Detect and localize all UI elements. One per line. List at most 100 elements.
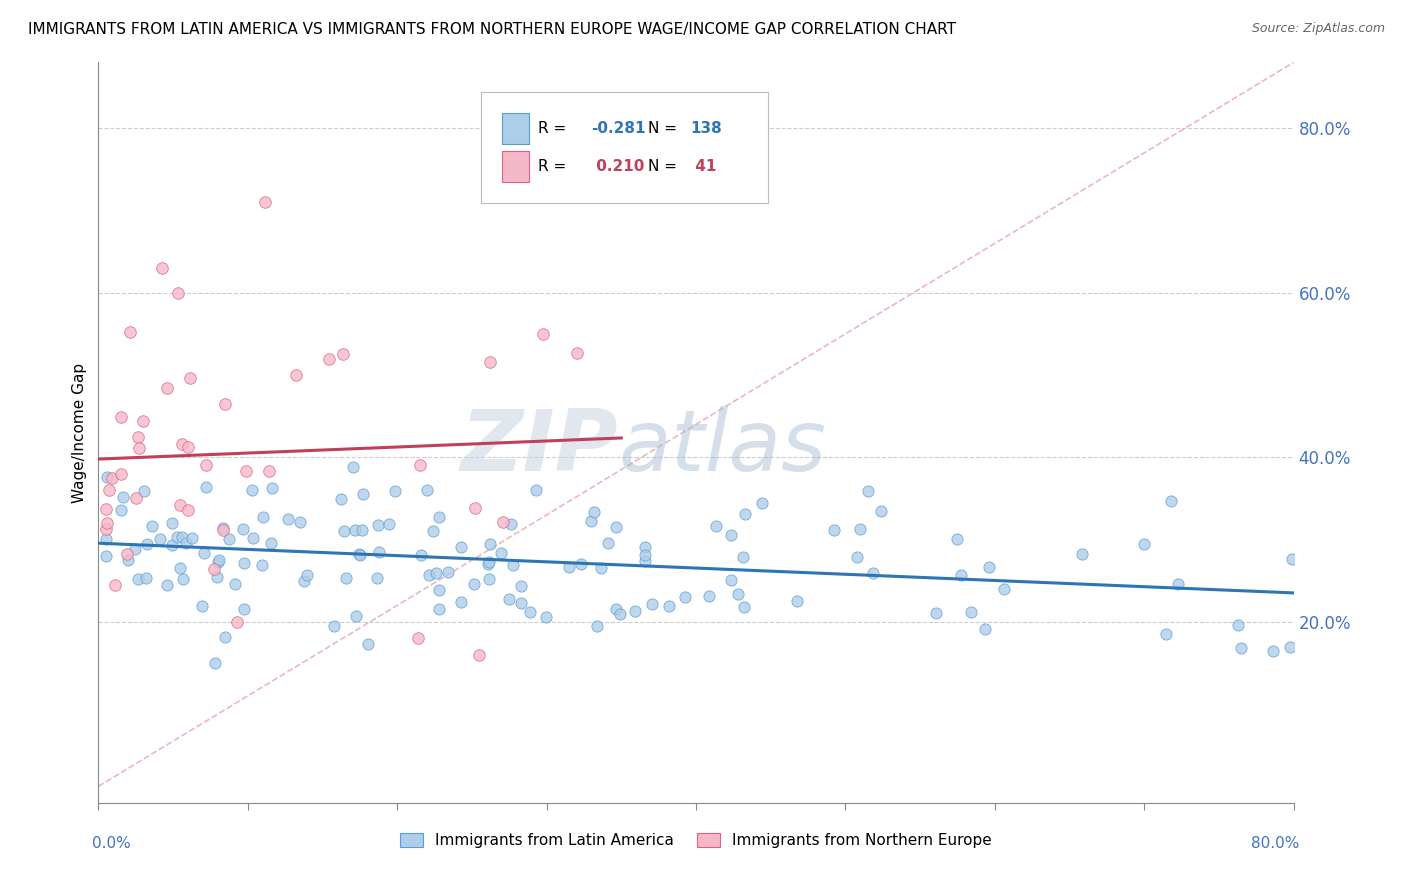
Point <box>786 594 808 608</box>
Point <box>409 458 432 473</box>
Point <box>367 518 389 533</box>
Point <box>534 610 557 624</box>
Point <box>124 541 146 556</box>
Point <box>634 554 657 568</box>
Point <box>733 600 755 615</box>
Point <box>156 578 179 592</box>
Point <box>132 484 155 499</box>
Point <box>96 470 118 484</box>
Point <box>136 537 159 551</box>
Point <box>478 572 501 586</box>
Point <box>411 548 433 562</box>
FancyBboxPatch shape <box>481 92 768 203</box>
Point <box>823 523 845 537</box>
Text: 0.0%: 0.0% <box>93 836 131 851</box>
Point <box>1230 641 1253 656</box>
Point <box>634 548 657 562</box>
Point <box>492 516 515 530</box>
Point <box>641 597 664 611</box>
Point <box>342 460 364 475</box>
Point <box>128 441 150 455</box>
Point <box>94 502 117 516</box>
Point <box>160 538 183 552</box>
Point <box>1071 547 1094 561</box>
Point <box>567 346 589 360</box>
Point <box>1160 494 1182 508</box>
Point <box>260 536 283 550</box>
Point <box>127 572 149 586</box>
Point <box>463 576 485 591</box>
Text: ZIP: ZIP <box>461 406 619 489</box>
Point <box>160 516 183 530</box>
Point <box>150 261 173 276</box>
Text: R =: R = <box>538 160 571 174</box>
Legend: Immigrants from Latin America, Immigrants from Northern Europe: Immigrants from Latin America, Immigrant… <box>394 827 998 855</box>
Point <box>524 483 547 497</box>
Point <box>318 351 340 366</box>
Point <box>235 464 257 478</box>
Point <box>416 483 439 497</box>
Point <box>1278 640 1301 654</box>
Point <box>946 532 969 546</box>
Point <box>856 484 879 499</box>
Point <box>260 481 283 495</box>
Point <box>257 464 280 478</box>
Point <box>1133 537 1156 551</box>
Point <box>180 531 202 545</box>
Point <box>94 549 117 563</box>
Point <box>591 560 613 574</box>
Point <box>212 521 235 535</box>
Text: IMMIGRANTS FROM LATIN AMERICA VS IMMIGRANTS FROM NORTHERN EUROPE WAGE/INCOME GAP: IMMIGRANTS FROM LATIN AMERICA VS IMMIGRA… <box>28 22 956 37</box>
Point <box>233 601 256 615</box>
Point <box>141 519 163 533</box>
Point <box>605 519 627 533</box>
Point <box>501 516 523 531</box>
Text: R =: R = <box>538 120 571 136</box>
Point <box>111 490 134 504</box>
Point <box>557 560 579 574</box>
Point <box>177 440 200 454</box>
Point <box>704 519 727 533</box>
Text: N =: N = <box>648 120 682 136</box>
Point <box>579 514 602 528</box>
Point <box>323 619 346 633</box>
Point <box>232 522 254 536</box>
Point <box>959 605 981 619</box>
Point <box>176 535 198 549</box>
Point <box>510 579 533 593</box>
Point <box>224 577 246 591</box>
Point <box>569 557 592 571</box>
Point <box>977 560 1000 574</box>
Point <box>97 483 120 497</box>
Point <box>214 397 236 411</box>
Text: N =: N = <box>648 160 682 174</box>
Point <box>479 537 502 551</box>
Point <box>1167 576 1189 591</box>
Point <box>166 530 188 544</box>
Point <box>368 545 391 559</box>
Point <box>510 597 533 611</box>
Point <box>1227 618 1250 632</box>
Point <box>277 512 299 526</box>
Point <box>531 327 554 342</box>
Point <box>377 517 399 532</box>
Point <box>624 604 647 618</box>
Point <box>468 648 491 662</box>
Text: Source: ZipAtlas.com: Source: ZipAtlas.com <box>1251 22 1385 36</box>
Point <box>1281 551 1303 566</box>
Point <box>292 574 315 588</box>
Point <box>177 503 200 517</box>
Point <box>450 540 472 554</box>
Text: 41: 41 <box>690 160 717 174</box>
Point <box>437 566 460 580</box>
Point <box>349 549 371 563</box>
Point <box>845 549 868 564</box>
Point <box>207 555 229 569</box>
FancyBboxPatch shape <box>502 152 529 182</box>
Point <box>1154 627 1177 641</box>
Point <box>115 548 138 562</box>
Point <box>598 536 620 550</box>
Point <box>170 436 193 450</box>
Point <box>422 524 444 539</box>
Text: 0.210: 0.210 <box>591 160 644 174</box>
